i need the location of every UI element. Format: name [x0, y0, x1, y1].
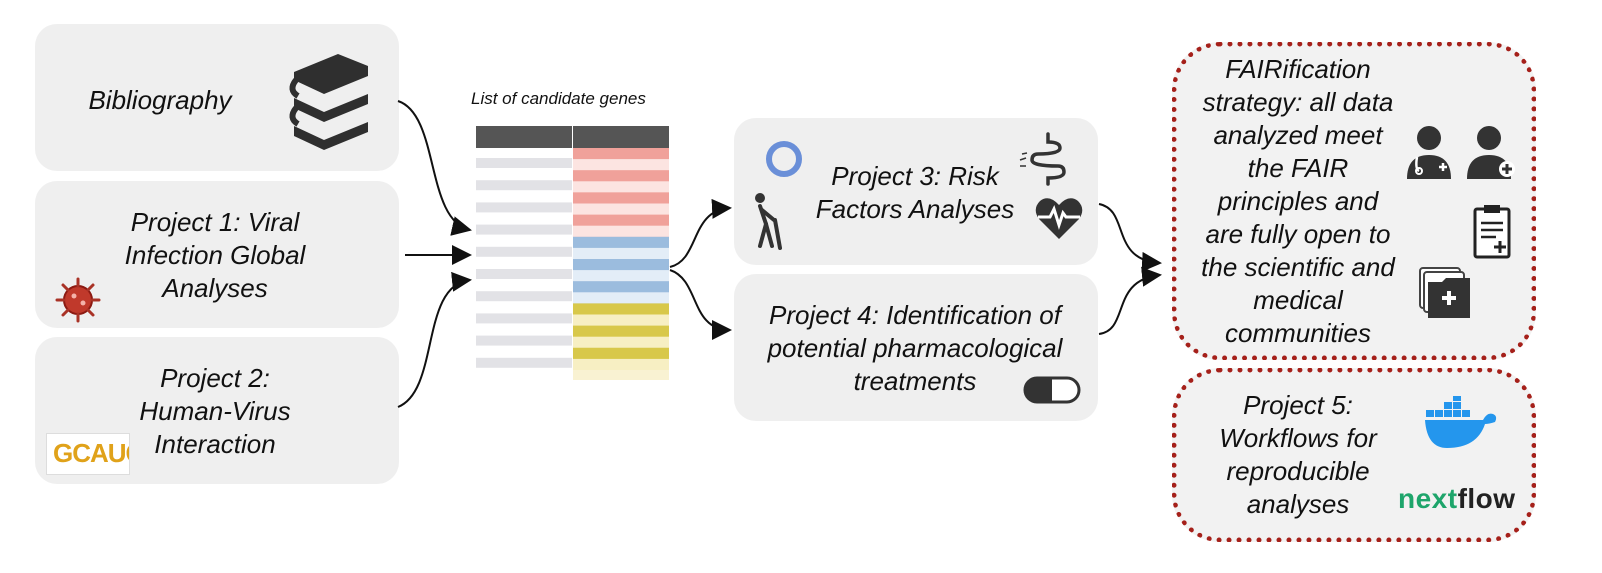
circle-icon [766, 141, 802, 177]
arrow-list-to-project3 [669, 198, 732, 268]
gene-table-cell-highlight-band [573, 270, 669, 282]
gene-table-cell-highlight-band [573, 181, 669, 193]
virus-icon [55, 277, 101, 323]
elderly-person-icon [755, 193, 782, 250]
project4-label: Project 4: Identification of potential p… [767, 300, 1063, 396]
doctor-icon [1407, 126, 1451, 179]
arrow-list-to-project4 [669, 269, 732, 340]
bibliography-box [35, 24, 399, 171]
project3-label: Project 3: Risk Factors Analyses [815, 161, 1015, 224]
project1-box [35, 181, 399, 328]
gene-table-header-left [476, 126, 572, 148]
docker-icon [1425, 396, 1497, 448]
gene-table-cell-tail [573, 370, 669, 380]
sequence-logo-text: GCAUG [53, 438, 129, 468]
gene-table-cell-highlight-band [573, 314, 669, 326]
project1-label: Project 1: Viral Infection Global Analys… [124, 207, 306, 303]
gene-table-row [476, 291, 572, 302]
gene-table-row [476, 180, 572, 191]
project5-box [1172, 368, 1536, 542]
nextflow-logo-prefix: nex [1398, 483, 1448, 514]
gene-table-cell-highlight-band [573, 159, 669, 171]
gene-list-table [476, 126, 669, 380]
gene-table-row [476, 313, 572, 324]
bibliography-label: Bibliography [88, 85, 232, 115]
sequence-logo: GCAUG [46, 433, 130, 475]
fair-label: FAIRification strategy: all data analyze… [1201, 54, 1395, 348]
gene-table-cell-highlight-band [573, 358, 669, 370]
gene-table-row [476, 202, 572, 213]
arrow-project3-to-fair [1098, 203, 1162, 272]
clipboard-icon [1473, 205, 1511, 259]
project2-label: Project 2: Human-Virus Interaction [139, 363, 291, 459]
gene-table-cell-highlight-band [573, 292, 669, 304]
nextflow-logo-x: t [1447, 483, 1458, 514]
intestine-icon [1019, 132, 1066, 186]
patient-icon [1467, 126, 1515, 179]
gene-table-row [476, 246, 572, 257]
arrow-project4-to-fair [1098, 266, 1162, 335]
nextflow-logo-suffix: flow [1457, 483, 1516, 514]
project5-label: Project 5: Workflows for reproducible an… [1219, 390, 1377, 519]
gene-table-cell-highlight-band [573, 336, 669, 348]
gene-table-row [476, 357, 572, 368]
fair-box [1172, 42, 1536, 360]
arrow-project2-to-list [397, 271, 472, 408]
nextflow-logo: nextflow [1398, 483, 1516, 515]
gene-table-cell-highlight-band [573, 247, 669, 259]
gene-table-header-right [573, 126, 669, 148]
gene-table-row [476, 335, 572, 346]
gene-table-cell-highlight-band [573, 203, 669, 215]
heart-rate-icon [1035, 198, 1083, 239]
gene-table-row [476, 224, 572, 235]
gene-list-caption: List of candidate genes [471, 89, 646, 108]
medical-folder-icon [1419, 267, 1470, 318]
gene-table-row [476, 158, 572, 168]
books-icon [289, 54, 368, 150]
project3-box [734, 118, 1098, 265]
gene-table-row [476, 269, 572, 279]
gene-table-cell-highlight-band [573, 225, 669, 237]
arrow-bibliography-to-list [397, 100, 472, 236]
pill-icon [1023, 376, 1081, 404]
